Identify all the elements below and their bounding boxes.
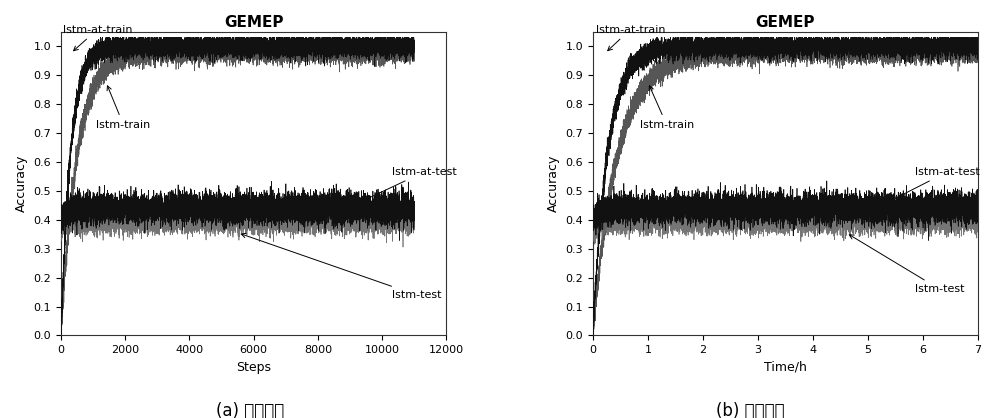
Text: GEMEP: GEMEP bbox=[224, 15, 283, 30]
Text: lstm-at-test: lstm-at-test bbox=[360, 167, 457, 202]
Text: (a) 训练步数: (a) 训练步数 bbox=[216, 402, 284, 418]
Text: lstm-test: lstm-test bbox=[241, 233, 441, 300]
Text: lstm-train: lstm-train bbox=[640, 86, 694, 130]
Text: lstm-at-train: lstm-at-train bbox=[63, 25, 132, 51]
Text: (b) 训练时间: (b) 训练时间 bbox=[716, 402, 784, 418]
Y-axis label: Accuracy: Accuracy bbox=[547, 155, 560, 212]
Y-axis label: Accuracy: Accuracy bbox=[15, 155, 28, 212]
Text: lstm-at-train: lstm-at-train bbox=[596, 25, 665, 51]
Text: GEMEP: GEMEP bbox=[756, 15, 815, 30]
X-axis label: Steps: Steps bbox=[236, 361, 271, 374]
Text: lstm-test: lstm-test bbox=[849, 235, 964, 294]
Text: lstm-train: lstm-train bbox=[96, 86, 151, 130]
X-axis label: Time/h: Time/h bbox=[764, 361, 807, 374]
Text: lstm-at-test: lstm-at-test bbox=[888, 167, 980, 202]
